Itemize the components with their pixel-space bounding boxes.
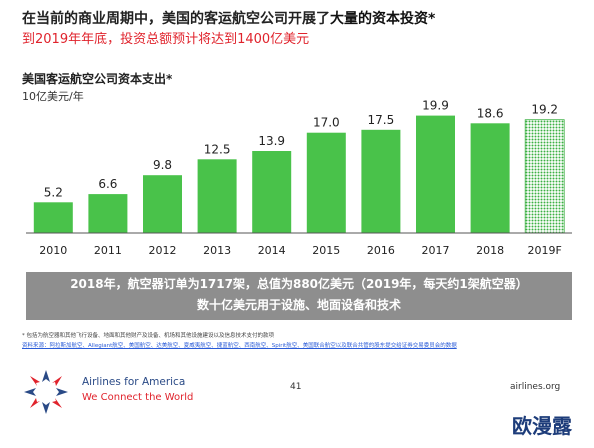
bar: [306, 132, 346, 233]
bar: [197, 159, 237, 234]
x-tick-label: 2010: [39, 244, 67, 257]
x-tick-label: 2017: [422, 244, 450, 257]
bar: [470, 123, 510, 233]
data-label: 19.9: [422, 99, 449, 113]
footnote: * 包括为航空器和其他飞行设备、地面和其他财产及设备、机场和其他设施建设以及信息…: [22, 333, 275, 339]
bar: [33, 202, 73, 233]
x-tick-label: 2013: [203, 244, 231, 257]
data-label: 17.5: [368, 113, 395, 127]
data-label: 12.5: [204, 142, 231, 156]
title-part3: 大量的资本投资*: [330, 11, 436, 27]
airlines-logo-icon: [24, 370, 68, 414]
x-tick-label: 2012: [149, 244, 177, 257]
banner-line-1: 2018年，航空器订单为1717架，总值为880亿美元（2019年，每天约1架航…: [70, 277, 528, 291]
page-subtitle: 到2019年年底，投资总额预计将达到1400亿美元: [22, 32, 310, 47]
page-title: 在当前的商业周期中，美国的客运航空公司开展了大量的资本投资*: [22, 8, 435, 28]
data-label: 19.2: [531, 103, 558, 117]
bar-chart: 5.2 2010 6.6 2011 9.8 2012 12.5 2013 13.9 2014 17.…: [26, 99, 572, 257]
watermark: 欧漫露: [496, 410, 588, 442]
brand-name: Airlines for America: [82, 376, 186, 388]
page-number: 41: [290, 382, 302, 392]
title-part1: 在当前的商业周期中，美国的客运航空公司: [22, 11, 288, 27]
bar: [252, 151, 292, 233]
bar: [88, 194, 128, 233]
x-tick-label: 2014: [258, 244, 286, 257]
x-tick-label: 2011: [94, 244, 122, 257]
sources-link[interactable]: 资料来源：阿拉斯加航空、Allegiant航空、美国航空、达美航空、夏威夷航空、…: [22, 343, 457, 349]
bar-forecast: [524, 119, 565, 234]
x-tick-label: 2018: [476, 244, 504, 257]
data-label: 5.2: [44, 185, 63, 199]
x-tick-label: 2015: [312, 244, 340, 257]
x-tick-label: 2019F: [528, 244, 562, 257]
data-label: 9.8: [153, 158, 172, 172]
x-tick-label: 2016: [367, 244, 395, 257]
bar: [416, 115, 455, 233]
banner-line-2: 数十亿美元用于设施、地面设备和技术: [196, 298, 401, 312]
y-axis-label: 10亿美元/年: [22, 90, 84, 103]
data-label: 18.6: [477, 106, 504, 120]
data-label: 17.0: [313, 116, 340, 130]
data-label: 13.9: [258, 134, 285, 148]
summary-banner: 2018年，航空器订单为1717架，总值为880亿美元（2019年，每天约1架航…: [26, 272, 572, 320]
chart-title: 美国客运航空公司资本支出*: [22, 72, 173, 86]
brand-tagline: We Connect the World: [82, 392, 194, 403]
bar: [143, 175, 182, 233]
data-label: 6.6: [98, 177, 117, 191]
bar: [361, 129, 401, 234]
title-part2: 开展了: [288, 11, 330, 27]
website-link[interactable]: airlines.org: [510, 382, 561, 392]
